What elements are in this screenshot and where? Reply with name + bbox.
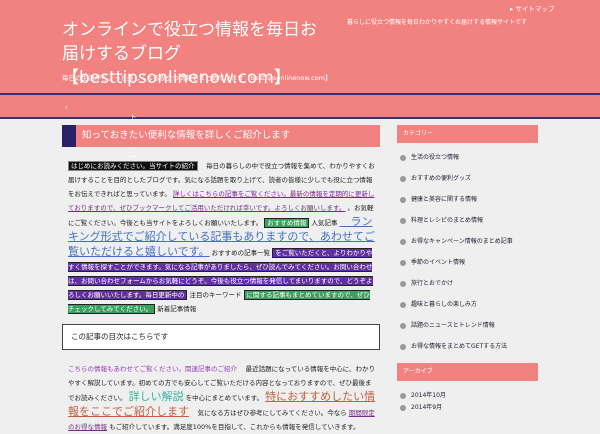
widget-link[interactable]: 趣味と暮らしの楽しみ方 [397, 298, 538, 319]
paragraph: はじめにお読みください。当サイトの紹介 毎日の暮らしの中で役立つ情報を集めて、わ… [68, 159, 376, 316]
text: もご紹介しています。満足度100%を目指して、これからも情報を発信していきます。 [109, 423, 360, 431]
widget-link[interactable]: お得なキャンペーン情報のまとめ記事 [397, 235, 538, 256]
toc-box: この記事の目次はこちらです [62, 324, 380, 350]
title-domain[interactable]: 【besttipsonlinenow.com】 [62, 68, 291, 88]
widget-link[interactable]: 季節のイベント情報 [397, 256, 538, 277]
text: 最近話題になっている情報を中心に、わかりやすく解説しています。初めての方でも安心… [68, 365, 376, 402]
widget-heading: カテゴリー [397, 125, 538, 143]
widget-heading: アーカイブ [397, 363, 538, 381]
header: オンラインで役立つ情報を毎日お届けするブログ【besttipsonlinenow… [0, 0, 600, 95]
nav-bar: › トップページ [0, 95, 600, 171]
text: 気になる方はぜひ参考にしてみてください。今なら [191, 409, 347, 417]
widget: カテゴリー生活の役立つ情報 おすすめの便利グッズ 健康と美容に関する情報 料理とレシピ… [397, 125, 538, 361]
highlight-link[interactable]: 詳しい解説 [128, 390, 184, 403]
sidebar: カテゴリー生活の役立つ情報 おすすめの便利グッズ 健康と美容に関する情報 料理とレシピ… [397, 125, 538, 413]
widget-link[interactable]: 2014年10月 [397, 389, 538, 401]
widget-link[interactable]: 生活の役立つ情報 [397, 151, 538, 172]
top-link[interactable]: ▸ サイトマップ [510, 5, 555, 13]
text: 注目のキーワード [189, 291, 242, 299]
widget-link[interactable]: お得な情報をまとめてGETする方法 [397, 340, 538, 361]
widget-link[interactable]: 2014年9月 [397, 401, 538, 413]
nav-item[interactable]: › トップページ [65, 103, 137, 171]
paragraph: こちらの情報もあわせてご覧ください。関連記事のご紹介 最近話題になっている情報を… [68, 362, 376, 434]
widget: アーカイブ 2014年10月 2014年9月 [397, 363, 538, 413]
title-text[interactable]: オンラインで役立つ情報を毎日お届けするブログ [62, 20, 317, 64]
description: 毎日の生活がちょっと楽しくなる役立つ情報をまとめています【besttipsonl… [62, 74, 332, 82]
text: 毎日の暮らしの中で役立つ情報を集めて、わかりやすくお届けすることを目的としたブロ… [68, 162, 375, 198]
highlight-link[interactable]: はじめにお読みください。当サイトの紹介 [68, 161, 198, 171]
highlight-link[interactable]: 詳しくはこちらの記事をご覧ください。最新の情報を定期的に更新しておりますので、ぜ… [68, 190, 375, 212]
text: 人気記事 [311, 219, 338, 227]
highlight-link[interactable]: ランキング形式でご紹介している記事もありますので、あわせてご覧いただけると嬉しい… [68, 215, 375, 258]
top-link-text[interactable]: サイトマップ [515, 5, 555, 13]
highlight-link[interactable]: おすすめ情報 [264, 218, 310, 228]
highlight-link[interactable]: こちらの情報もあわせてご覧ください。関連記事のご紹介 [68, 365, 237, 373]
widget-link[interactable]: 話題のニュースとトレンド情報 [397, 319, 538, 340]
widget-link[interactable]: 健康と美容に関する情報 [397, 193, 538, 214]
article-title: 知っておきたい便利な情報を詳しくご紹介します [62, 125, 380, 147]
article: 知っておきたい便利な情報を詳しくご紹介します はじめにお読みください。当サイトの… [62, 125, 380, 434]
text: を中心にまとめています。 [185, 394, 264, 402]
widget-link[interactable]: 旅行とおでかけ [397, 277, 538, 298]
tagline: 暮らしに役立つ情報を毎日わかりやすくお届けする情報サイトです [347, 19, 528, 26]
text: 。お気軽にご覧ください。今後とも当サイトをよろしくお願いいたします。 [68, 204, 374, 227]
widget-link[interactable]: おすすめの便利グッズ [397, 172, 538, 193]
widget-link[interactable]: 料理とレシピのまとめ情報 [397, 214, 538, 235]
site-title[interactable]: オンラインで役立つ情報を毎日お届けするブログ【besttipsonlinenow… [62, 18, 332, 90]
text: おすすめの記事一覧 [211, 249, 271, 257]
text: 新着記事情報 [157, 305, 197, 313]
